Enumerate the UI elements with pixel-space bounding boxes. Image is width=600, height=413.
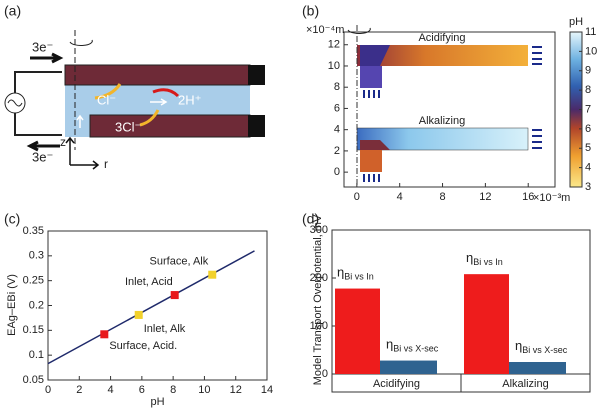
y-tick-label: 8: [334, 81, 340, 93]
bar: [335, 288, 380, 374]
y-tick-label: 10: [328, 60, 340, 72]
axis-label: r: [104, 157, 108, 171]
point: [208, 270, 217, 279]
x-tick-label: 14: [261, 384, 273, 396]
bar-series-label: ηBi vs In: [466, 251, 503, 268]
point-label: Inlet, Alk: [144, 323, 186, 335]
colorbar-tick-label: 10: [585, 45, 597, 57]
x-tick-label: 12: [479, 191, 491, 203]
point: [134, 310, 143, 319]
x-axis-label: pH: [150, 396, 164, 408]
ion-label: Cl⁻: [97, 92, 116, 107]
bar-series-label: ηBi vs X-sec: [515, 338, 568, 355]
colorbar-tick-label: 11: [585, 26, 596, 38]
annotation: Alkalizing: [419, 115, 465, 127]
x-axis-label: ×10⁻³m: [533, 192, 570, 204]
point: [100, 330, 109, 339]
colorbar-tick-label: 5: [585, 142, 591, 154]
axis-label: z: [60, 135, 66, 149]
y-axis-label: ×10⁻⁴m: [306, 24, 344, 36]
x-tick-label: 2: [76, 384, 82, 396]
colorbar-tick-label: 8: [585, 84, 591, 96]
y-tick-label: 0: [322, 368, 328, 380]
colorbar-label: pH: [569, 16, 583, 28]
y-tick-label: 0.1: [29, 349, 44, 361]
colorbar-tick-label: 4: [585, 162, 591, 174]
panel-label: (d): [302, 211, 319, 227]
x-tick-label: 6: [139, 384, 145, 396]
x-tick-label: Alkalizing: [502, 378, 548, 390]
y-tick-label: 0: [334, 166, 340, 178]
y-tick-label: 0.25: [23, 275, 44, 287]
electron-label: 3e⁻: [32, 149, 53, 164]
x-tick-label: 4: [108, 384, 114, 396]
colorbar-tick-label: 7: [585, 103, 591, 115]
point-label: Surface, Acid.: [109, 340, 177, 352]
panel-label: (a): [4, 3, 21, 19]
field-plot: [343, 25, 583, 188]
bar: [509, 362, 566, 374]
y-tick-label: 0.35: [23, 225, 44, 237]
colorbar-tick-label: 3: [585, 181, 591, 193]
y-tick-label: 12: [328, 39, 340, 51]
x-tick-label: 0: [354, 191, 360, 203]
panel-label: (b): [302, 3, 319, 19]
colorbar-tick-label: 6: [585, 123, 591, 135]
x-tick-label: 0: [45, 384, 51, 396]
x-tick-label: 16: [522, 191, 534, 203]
y-tick-label: 4: [334, 124, 340, 136]
y-tick-label: 100: [310, 320, 328, 332]
line: [47, 250, 255, 365]
point-label: Inlet, Acid: [125, 276, 173, 288]
x-tick-label: Acidifying: [373, 378, 420, 390]
y-tick-label: 0.2: [29, 299, 44, 311]
point: [170, 291, 179, 300]
labels: (a) (b) (c) (d) 3e⁻ 3e⁻ Cl⁻ 2H⁺ 3Cl⁻ z r: [4, 3, 319, 227]
y-tick-label: 0.3: [29, 250, 44, 262]
panel-label: (c): [4, 211, 20, 227]
y-axis-label: Model Transport Overpotential, mV: [312, 214, 324, 385]
bar: [464, 274, 509, 374]
annotation: Acidifying: [418, 32, 465, 44]
bar: [380, 360, 437, 374]
plot-frame: [47, 230, 268, 381]
ion-label: 2H⁺: [178, 92, 201, 107]
y-tick-label: 300: [310, 224, 328, 236]
schematic: [4, 30, 265, 170]
point-label: Surface, Alk: [150, 256, 209, 268]
x-tick-label: 10: [198, 384, 210, 396]
x-tick-label: 8: [170, 384, 176, 396]
y-axis-label: EAg–EBi (V): [6, 274, 18, 336]
y-tick-label: 0.15: [23, 324, 44, 336]
bar-series-label: ηBi vs In: [337, 265, 374, 282]
y-tick-label: 200: [310, 272, 328, 284]
bar-series-label: ηBi vs X-sec: [386, 337, 439, 354]
electron-label: 3e⁻: [32, 39, 53, 54]
ion-label: 3Cl⁻: [115, 119, 141, 134]
y-tick-label: 0.05: [23, 374, 44, 386]
y-tick-label: 6: [334, 102, 340, 114]
colorbar-tick-label: 9: [585, 65, 591, 77]
x-tick-label: 4: [397, 191, 403, 203]
x-tick-label: 8: [439, 191, 445, 203]
y-tick-label: 2: [334, 145, 340, 157]
x-tick-label: 12: [230, 384, 242, 396]
